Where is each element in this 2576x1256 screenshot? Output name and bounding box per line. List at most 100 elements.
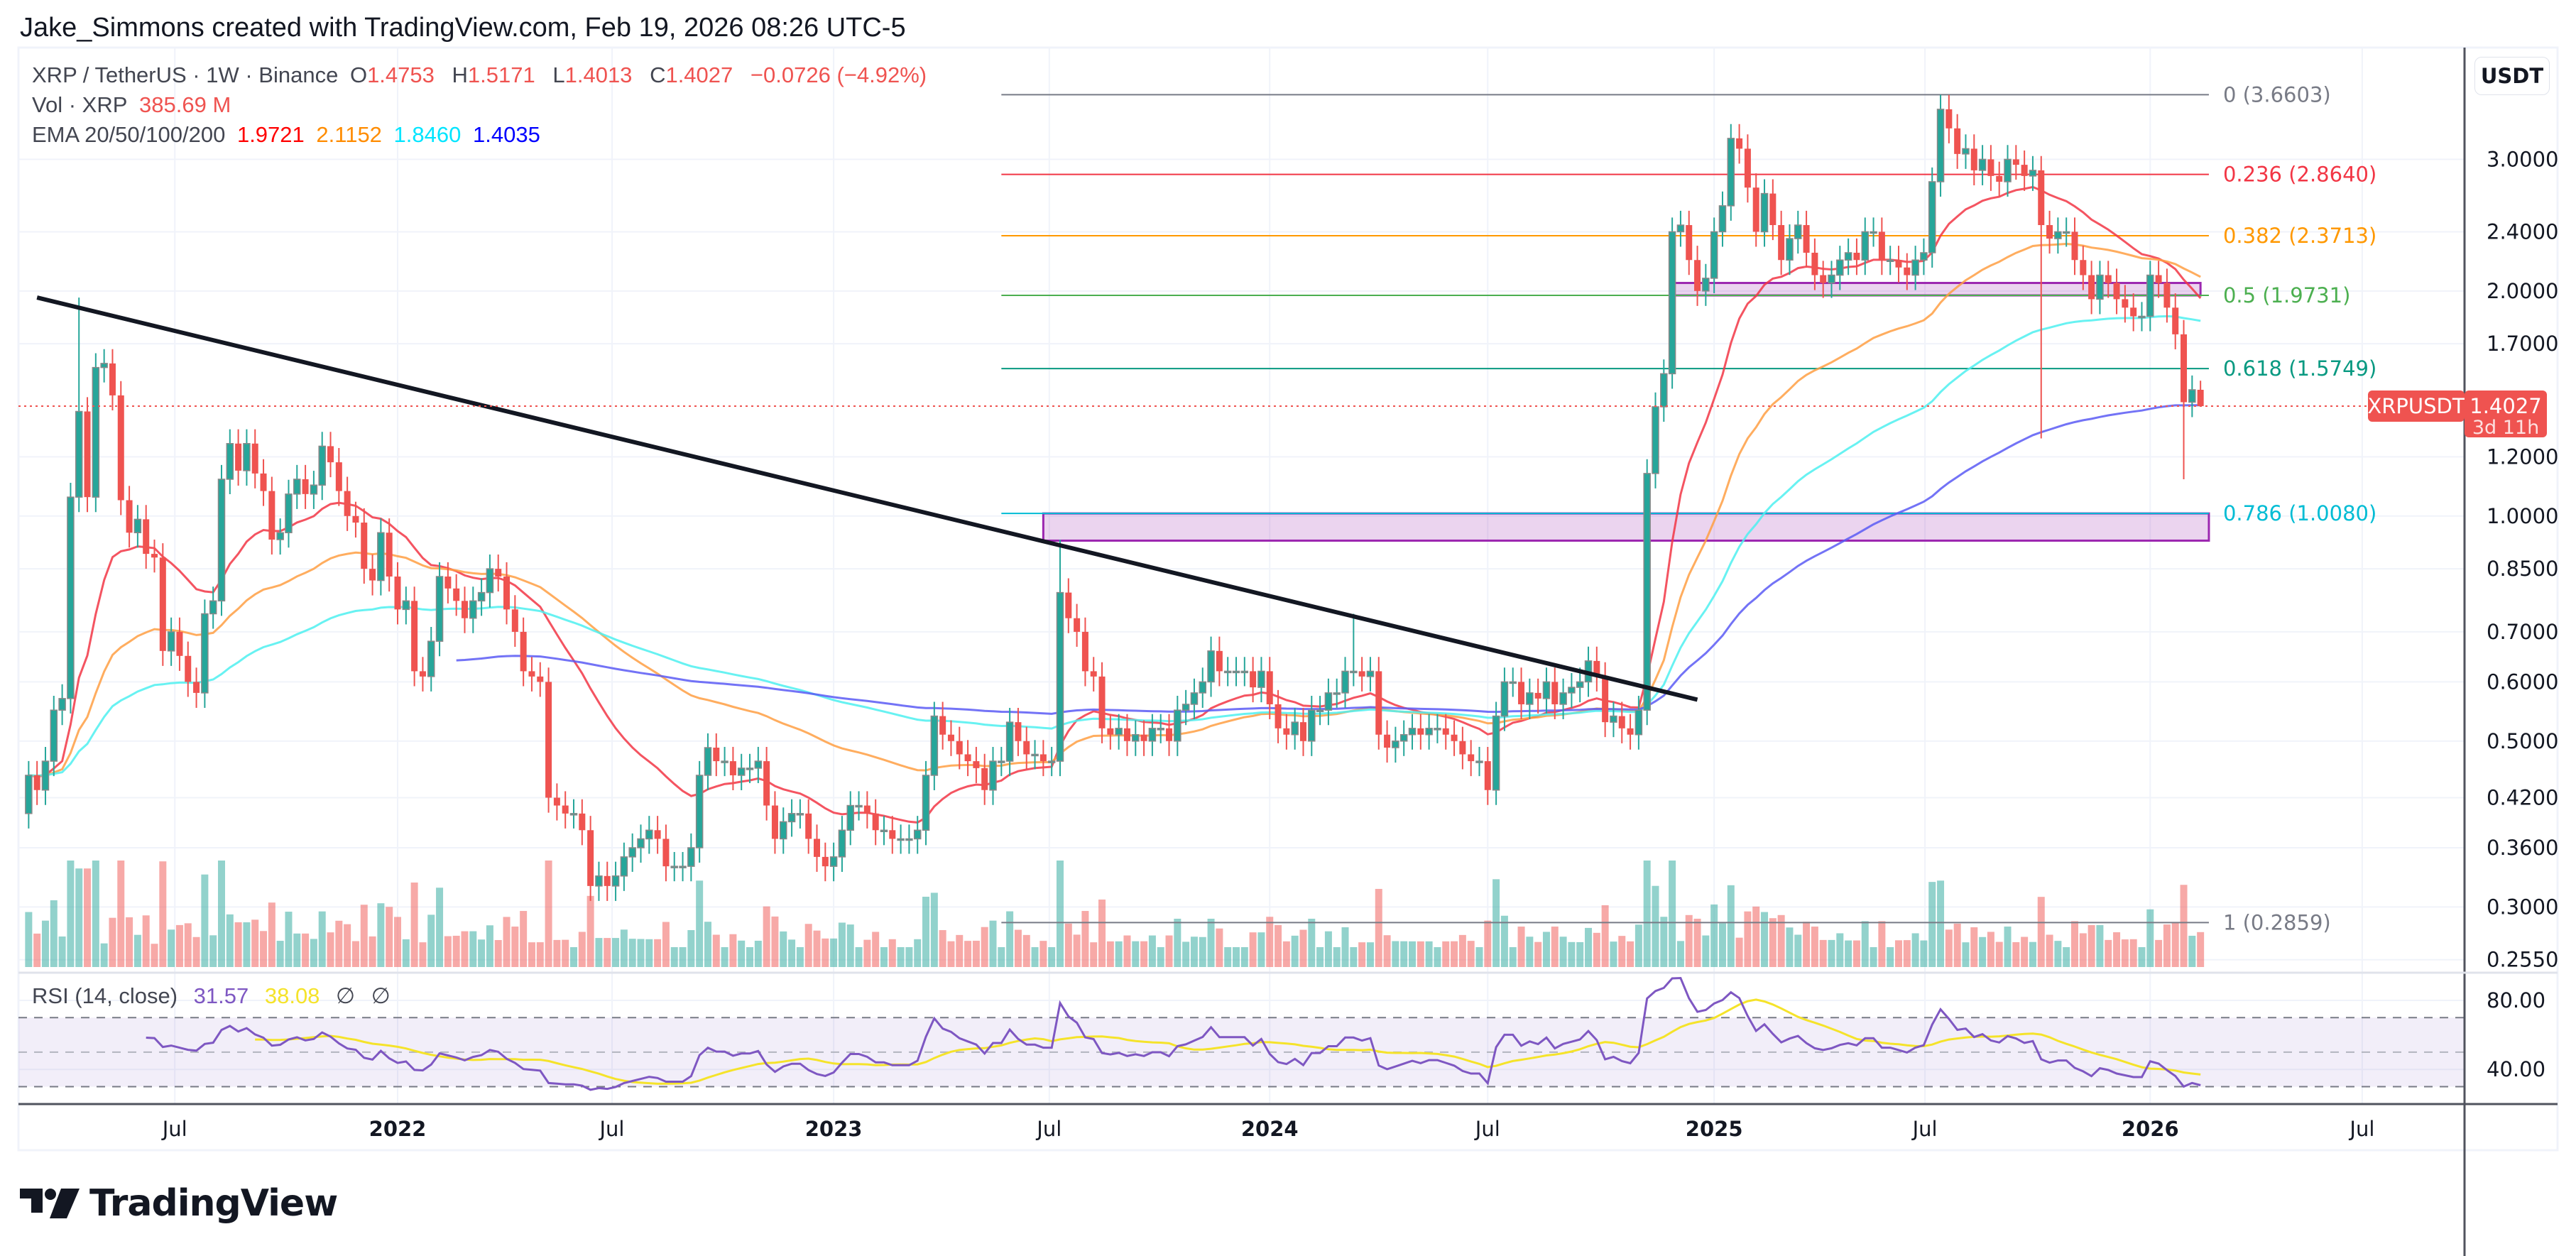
candle xyxy=(117,381,124,515)
supply-demand-zone[interactable] xyxy=(1671,282,2202,297)
descending-trendline[interactable] xyxy=(36,295,1698,702)
candle-body xyxy=(1996,175,2003,182)
volume-bar xyxy=(746,947,754,967)
volume-bar xyxy=(2113,932,2121,967)
candle xyxy=(260,459,267,506)
candle-body xyxy=(193,682,200,693)
candle-body xyxy=(419,671,426,677)
volume-bar xyxy=(880,947,888,967)
candle xyxy=(1107,714,1114,750)
candle xyxy=(1316,696,1324,726)
volume-bar xyxy=(109,917,116,967)
time-axis-label: 2022 xyxy=(369,1117,427,1141)
candle-body xyxy=(2012,159,2019,165)
candle xyxy=(1954,114,1961,169)
volume-bar xyxy=(1358,942,1366,967)
ema100-line xyxy=(28,315,2201,777)
zone-rectangles[interactable] xyxy=(1042,282,2210,542)
candle-body xyxy=(1744,148,1751,188)
volume-bar xyxy=(427,914,435,967)
candle-body xyxy=(486,568,494,594)
candle xyxy=(956,726,963,770)
volume-bar xyxy=(2188,935,2196,967)
volume-bar xyxy=(1945,929,1953,967)
candle xyxy=(2012,145,2019,180)
candle xyxy=(1039,740,1047,777)
candle xyxy=(1568,672,1576,708)
candle-body xyxy=(2105,275,2112,283)
candle xyxy=(1752,173,1759,247)
candle-body xyxy=(1534,692,1541,699)
trendline[interactable] xyxy=(36,295,1698,702)
volume-legend[interactable]: Vol · XRP 385.69 M xyxy=(32,92,236,118)
candle-body xyxy=(687,847,695,867)
volume-bar xyxy=(947,941,955,967)
volume-bar xyxy=(1316,947,1324,967)
candle-body xyxy=(1820,275,1827,283)
volume-bar xyxy=(679,947,687,967)
fib-retracement[interactable]: 0 (3.6603) 0.236 (2.8640) 0.382 (2.3713) 0.… xyxy=(1001,82,2376,934)
high-label: H xyxy=(452,62,468,87)
volume-bar xyxy=(335,920,343,967)
symbol-name[interactable]: XRP / TetherUS · 1W · Binance xyxy=(32,62,339,87)
candle-body xyxy=(1652,406,1659,474)
candle-body xyxy=(1181,704,1190,711)
supply-demand-zone[interactable] xyxy=(1042,512,2210,542)
volume-bar xyxy=(243,922,251,967)
volume-bar xyxy=(1375,888,1382,967)
volume-bar xyxy=(2129,939,2137,967)
volume-bar xyxy=(1676,941,1684,967)
volume-bar xyxy=(604,938,611,967)
currency-button[interactable]: USDT xyxy=(2474,57,2550,95)
volume-bar xyxy=(1442,941,1450,967)
candle xyxy=(528,657,535,692)
candle-body xyxy=(579,813,586,831)
volume-bar xyxy=(226,914,234,967)
candle-body xyxy=(1056,591,1064,762)
candle xyxy=(545,667,552,813)
candle xyxy=(1475,746,1483,777)
volume-bar xyxy=(1643,861,1651,967)
volume-bar xyxy=(780,931,787,967)
candle xyxy=(595,861,603,901)
candle xyxy=(1232,657,1240,687)
volume-bar xyxy=(570,947,578,967)
candle-body xyxy=(939,716,946,735)
candle-body xyxy=(318,445,326,486)
symbol-legend[interactable]: XRP / TetherUS · 1W · Binance O1.4753 H1… xyxy=(32,62,932,88)
candle-body xyxy=(1962,148,1970,155)
candle xyxy=(1459,726,1466,770)
tradingview-logo[interactable]: TradingView xyxy=(20,1182,338,1225)
candle-body xyxy=(537,676,544,682)
candle-body xyxy=(620,856,628,877)
price-axis[interactable]: 3.0000 2.4000 2.0000 1.7000 1.2000 1.0000 0.85… xyxy=(2487,147,2558,1081)
candle xyxy=(611,861,620,901)
candle-body xyxy=(930,715,939,776)
time-axis[interactable]: Jul 2022 Jul 2023 Jul 2024 Jul 2025 Jul 2026 Jul xyxy=(161,1117,2375,1141)
volume-bar xyxy=(612,938,620,967)
volume-bar xyxy=(1660,917,1668,967)
candle xyxy=(1115,714,1123,750)
rsi-legend[interactable]: RSI (14, close) 31.57 38.08 ∅ ∅ xyxy=(32,983,400,1009)
candle xyxy=(1928,167,1936,268)
candle-body xyxy=(1015,722,1022,741)
volume-bar xyxy=(100,943,108,967)
candle-body xyxy=(1283,728,1290,735)
volume-bar xyxy=(1475,947,1483,967)
candle-body xyxy=(369,569,376,581)
candle-body xyxy=(1174,709,1181,742)
volume-bar xyxy=(302,933,310,967)
volume-bar xyxy=(1920,940,1928,967)
candle-body xyxy=(1047,760,1056,763)
candle xyxy=(2071,217,2078,275)
candle-body xyxy=(814,839,820,857)
ema-legend[interactable]: EMA 20/50/100/200 1.9721 2.1152 1.8460 1… xyxy=(32,122,546,148)
volume-label: Vol · XRP xyxy=(32,92,128,117)
candle xyxy=(1500,667,1509,731)
candle xyxy=(461,586,468,633)
candle-body xyxy=(84,411,91,498)
candle-body xyxy=(1710,231,1718,279)
candle xyxy=(520,617,527,687)
volume-bar xyxy=(998,947,1005,967)
